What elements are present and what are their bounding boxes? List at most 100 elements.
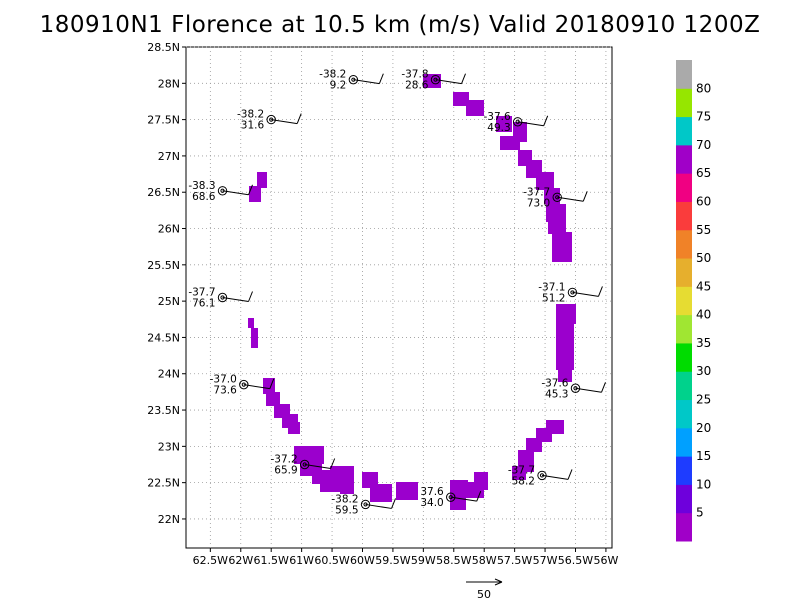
observation: -38.231.6 — [237, 109, 302, 132]
wind-barb-flag — [601, 382, 606, 393]
observation-marker — [299, 459, 310, 470]
observation: -37.773.0 — [523, 186, 588, 209]
wind-barb-flag — [248, 291, 253, 302]
colorbar-label: 60 — [696, 194, 711, 208]
x-tick-label: 57W — [533, 554, 558, 567]
observation-wind: 73.6 — [213, 385, 237, 397]
x-tick-label: 62.5W — [193, 554, 228, 567]
wind-cell — [548, 220, 566, 234]
wind-cell — [466, 100, 484, 116]
observation: -38.29.2 — [319, 69, 384, 92]
observation-wind: 9.2 — [330, 80, 347, 92]
observation: -37.645.3 — [541, 377, 606, 400]
wind-barb — [517, 121, 544, 127]
colorbar-segment — [676, 229, 692, 259]
x-tick-label: 60W — [350, 554, 375, 567]
observation-marker — [446, 492, 456, 502]
colorbar-segment — [676, 88, 692, 118]
observation-temp: -37.7 — [523, 186, 550, 198]
observation-wind: 76.1 — [192, 298, 215, 310]
wind-barb-flag — [296, 113, 302, 124]
observation-temp: -37.7 — [508, 464, 535, 476]
x-tick-label: 62W — [228, 554, 253, 567]
colorbar-segment — [676, 314, 692, 344]
observation: -37.073.6 — [210, 374, 275, 397]
y-tick-label: 26.5N — [147, 186, 180, 199]
y-tick-label: 22.5N — [147, 477, 180, 490]
colorbar-segment — [676, 173, 692, 202]
wind-barb-flag — [330, 458, 336, 469]
observation-wind: 28.6 — [405, 80, 429, 92]
colorbar-label: 45 — [696, 279, 711, 293]
observation-wind: 58.2 — [512, 475, 535, 487]
wind-cell — [288, 422, 300, 434]
wind-cell — [552, 232, 572, 262]
wind-barb — [243, 384, 270, 390]
colorbar-label: 75 — [696, 110, 711, 124]
wind-cell — [474, 472, 488, 490]
observation-marker — [537, 470, 547, 481]
y-tick-label: 27N — [158, 150, 180, 163]
colorbar-label: 25 — [696, 393, 711, 407]
observation-wind: 51.2 — [542, 292, 565, 304]
observation: -37.265.9 — [270, 454, 336, 477]
colorbar-segment — [676, 286, 692, 316]
colorbar-label: 40 — [696, 308, 711, 322]
observation-wind: 65.9 — [274, 465, 297, 477]
colorbar: 5 10 15 20 25 30 35 40 45 50 55 60 65 70 75 80 — [676, 60, 711, 542]
observation-marker — [430, 74, 441, 85]
colorbar-segment — [676, 399, 692, 429]
colorbar-label: 20 — [696, 421, 711, 435]
reference-vector-label: 50 — [477, 588, 491, 600]
wind-cell — [340, 484, 354, 494]
wind-cell — [249, 186, 261, 202]
observation-marker — [217, 292, 228, 303]
colorbar-segment — [676, 371, 692, 401]
observation: -37.151.2 — [538, 281, 603, 304]
wind-cell — [294, 446, 324, 464]
wind-cell — [453, 92, 469, 106]
wind-barb — [353, 79, 380, 85]
y-tick-label: 22N — [158, 513, 180, 526]
observation-wind: 68.6 — [192, 191, 216, 203]
wind-cells — [248, 74, 576, 510]
wind-barb — [222, 190, 249, 196]
wind-barb — [222, 297, 249, 302]
colorbar-segment — [676, 342, 692, 372]
x-tick-label: 59W — [411, 554, 436, 567]
wind-cell — [266, 392, 280, 406]
wind-cell — [450, 480, 468, 494]
wind-cell — [500, 136, 520, 150]
colorbar-segment — [676, 484, 692, 514]
wind-barb-flag — [269, 378, 275, 389]
wind-barb-flag — [582, 191, 588, 202]
wind-barb-flag — [567, 469, 573, 480]
y-tick-label: 25.5N — [147, 259, 180, 272]
axes: 62.5W 62W 61.5W 61W 60.5W 60W 59.5W 59W 58.5W 58W… — [147, 41, 618, 567]
wind-cell — [556, 322, 574, 352]
observation-temp: -38.3 — [188, 180, 215, 192]
wind-barb — [304, 464, 331, 469]
colorbar-label: 70 — [696, 138, 711, 152]
observation-marker — [266, 114, 276, 125]
observation-marker — [348, 74, 359, 85]
wind-barb — [365, 503, 392, 509]
y-tick-label: 28.5N — [147, 41, 180, 54]
wind-barb — [575, 387, 602, 393]
wind-barb — [450, 496, 477, 502]
observation-marker — [360, 499, 371, 510]
observation-marker — [239, 379, 249, 390]
colorbar-segment — [676, 512, 692, 542]
x-tick-label: 59.5W — [375, 554, 410, 567]
wind-cell — [248, 318, 254, 328]
observation-temp: -37.6 — [483, 111, 510, 123]
wind-barb-flag — [378, 73, 384, 84]
colorbar-segment — [676, 116, 692, 146]
observation-wind: 73.0 — [527, 197, 550, 209]
observation: -37.758.2 — [508, 464, 573, 487]
wind-barb-flag — [476, 490, 482, 502]
wind-cell — [556, 350, 574, 370]
observation: -38.368.6 — [188, 180, 253, 203]
observation-wind: 34.0 — [420, 497, 443, 509]
observation-marker — [552, 192, 562, 203]
